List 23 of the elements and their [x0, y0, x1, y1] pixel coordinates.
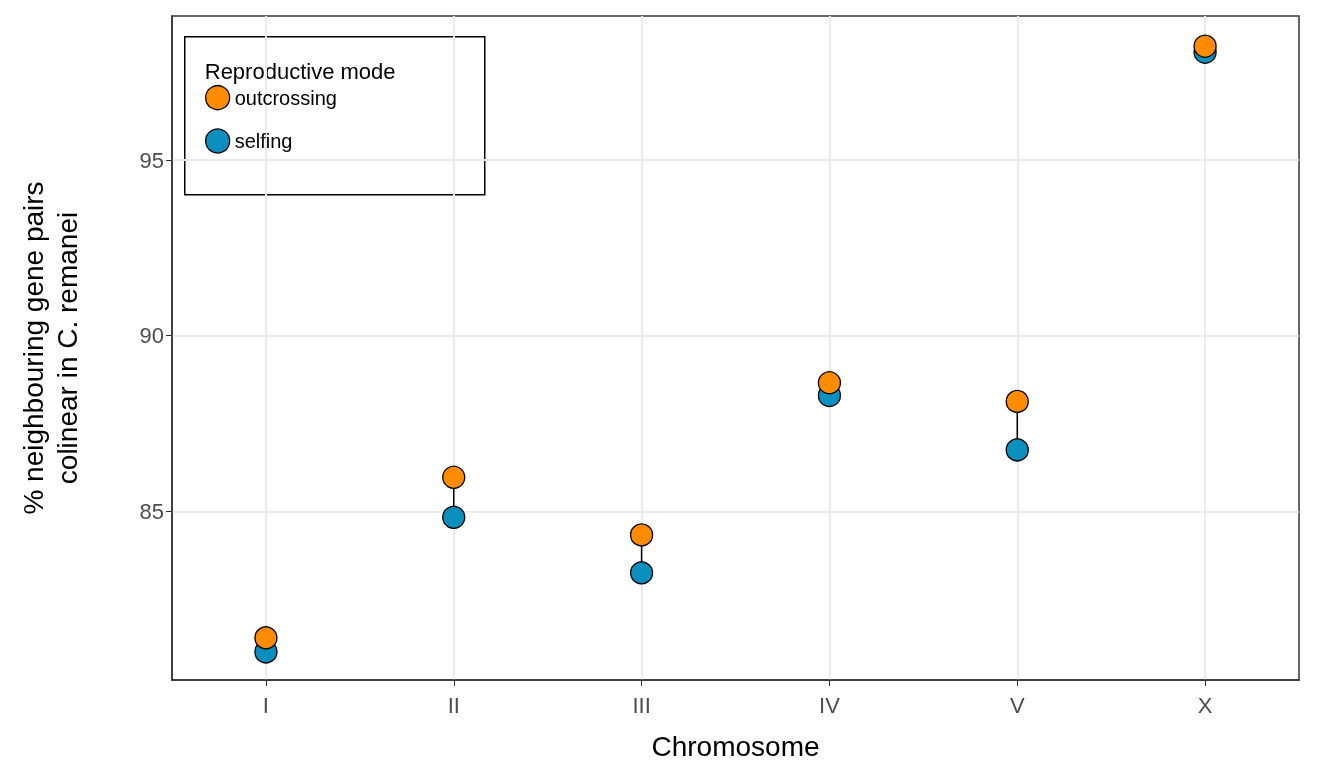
point: [1005, 438, 1029, 462]
point: [442, 465, 466, 489]
x-tick-label: I: [262, 692, 269, 718]
x-tick-label: IV: [819, 692, 841, 718]
legend-label: outcrossing: [234, 86, 337, 109]
point: [442, 505, 466, 529]
point: [629, 561, 654, 585]
x-tick-label: II: [447, 692, 460, 718]
legend-label: selfing: [234, 129, 293, 152]
x-axis-title: Chromosome: [651, 730, 820, 762]
point: [629, 523, 654, 547]
point: [817, 371, 842, 395]
point: [254, 626, 278, 650]
x-tick-label: V: [1009, 692, 1025, 718]
y-tick-label: 85: [139, 498, 164, 524]
x-tick-label: III: [632, 692, 651, 718]
legend-title: Reproductive mode: [204, 59, 396, 85]
y-axis-title: % neighbouring gene pairs colinear in C. remanei: [17, 181, 83, 515]
point: [1193, 34, 1217, 58]
y-tick-label: 95: [139, 147, 164, 173]
point: [1005, 389, 1029, 414]
y-tick-label: 90: [139, 323, 164, 349]
x-tick-label: X: [1197, 692, 1213, 718]
